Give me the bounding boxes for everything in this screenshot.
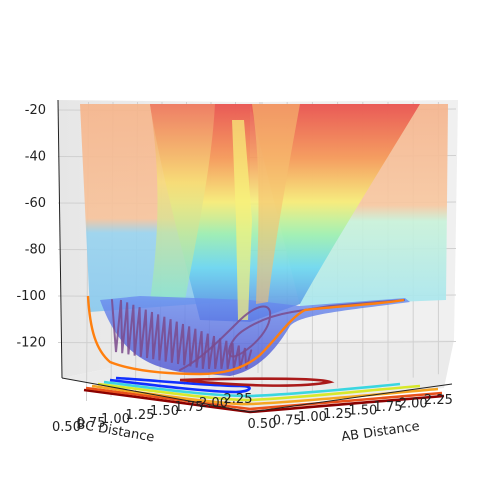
y-tick-label: 1.00	[101, 412, 130, 427]
reaction-path	[86, 295, 405, 376]
trajectory-exit	[179, 299, 405, 371]
contour-level-6	[109, 376, 251, 394]
y-tick-label: 2.00	[199, 396, 228, 411]
surface-ridge-right	[252, 104, 300, 304]
x-tick-label: 2.25	[424, 393, 453, 408]
z-tick-label: -60	[25, 196, 46, 211]
surface-center	[150, 104, 420, 322]
y-axis-line	[61, 377, 251, 413]
z-tick-label: -80	[25, 243, 46, 258]
z-tick-label: -120	[16, 336, 46, 351]
grid-line-z	[249, 341, 457, 344]
floor-contours	[83, 376, 445, 414]
z-axis-line	[57, 99, 63, 379]
contour-level-2	[85, 386, 443, 411]
y-tick-label: 0.75	[77, 416, 106, 431]
trajectory-oscillation	[111, 299, 253, 370]
z-tick-label: -100	[16, 289, 46, 304]
x-tick-label: 1.00	[298, 410, 327, 425]
surface-ridge-center	[232, 120, 252, 320]
x-axis-line	[249, 383, 453, 413]
y-tick-label: 2.25	[224, 392, 253, 407]
y-tick-label: 1.75	[175, 400, 204, 415]
z-tick-label: -20	[25, 103, 46, 118]
contour-level-5	[103, 380, 401, 398]
tick-labels: -20-40-60-80-100-1200.500.751.001.251.50…	[16, 103, 452, 435]
x-tick-label: 1.75	[374, 400, 403, 415]
y-tick-label: 1.25	[126, 408, 155, 423]
trajectory	[111, 299, 405, 371]
y-tick-label: 0.50	[52, 420, 81, 435]
z-tick-label: -40	[25, 150, 46, 165]
surface-ridge-left	[150, 104, 215, 300]
x-tick-label: 2.00	[399, 397, 428, 412]
x-tick-label: 0.50	[248, 417, 277, 432]
x-tick-label: 0.75	[273, 414, 302, 429]
contour-level-4	[97, 382, 421, 402]
x-axis-label: AB Distance	[340, 419, 420, 445]
y-tick-label: 1.50	[150, 404, 179, 419]
contour-level-7	[179, 377, 335, 387]
x-tick-label: 1.25	[323, 407, 352, 422]
x-tick-label: 1.50	[348, 403, 377, 418]
